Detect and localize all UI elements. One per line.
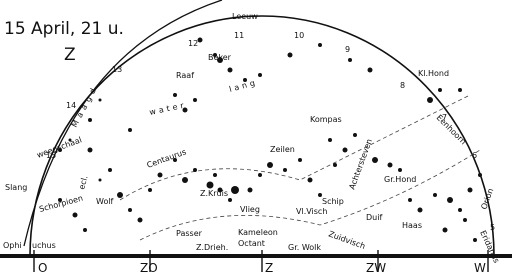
hour-mark: 6 <box>472 151 477 160</box>
star <box>418 208 423 213</box>
label: uchus <box>32 241 56 250</box>
star <box>298 158 302 162</box>
star <box>473 238 477 242</box>
star <box>288 53 293 58</box>
star <box>353 133 357 137</box>
label: Gr. Wolk <box>288 243 321 252</box>
star <box>193 168 197 172</box>
hour-mark: 9 <box>345 45 350 54</box>
star <box>88 118 92 122</box>
star <box>173 93 177 97</box>
hour-mark: 5 <box>490 223 495 232</box>
horizon-label: ZO <box>140 261 158 275</box>
star <box>458 88 462 92</box>
hour-mark: 15 <box>46 151 56 160</box>
label: Kameleon <box>238 228 278 237</box>
label: Schip <box>322 197 344 206</box>
star-map: 15 April, 21 u. Z Leeuw Beker Raaf Slang… <box>0 0 512 276</box>
star <box>128 208 132 212</box>
hour-mark: 13 <box>112 65 122 74</box>
star <box>433 193 437 197</box>
star <box>231 186 239 194</box>
star <box>73 213 78 218</box>
hour-mark: 7 <box>442 113 447 122</box>
star <box>372 157 378 163</box>
direction: Z <box>64 45 76 65</box>
star <box>408 198 412 202</box>
label: Leeuw <box>232 12 258 21</box>
label: Raaf <box>176 71 194 80</box>
star <box>99 179 102 182</box>
star <box>388 163 393 168</box>
star <box>328 138 332 142</box>
hour-mark: 12 <box>188 39 198 48</box>
date: 15 April, 21 u. <box>4 19 124 39</box>
star <box>308 178 313 183</box>
label: Kl.Hond <box>418 69 449 78</box>
label: Z.Drieh. <box>196 243 228 252</box>
star <box>198 38 203 43</box>
label: Gr.Hond <box>384 175 416 184</box>
horizon-label: W <box>474 261 486 275</box>
horizon-label: O <box>38 261 47 275</box>
star <box>398 168 402 172</box>
star <box>427 97 433 103</box>
label: Wolf <box>96 197 114 206</box>
hour-mark: 10 <box>294 31 304 40</box>
star <box>443 228 448 233</box>
star <box>108 168 112 172</box>
star <box>248 188 253 193</box>
star <box>182 177 188 183</box>
label: Haas <box>402 221 422 230</box>
star <box>283 168 287 172</box>
star <box>88 148 93 153</box>
star <box>318 43 322 47</box>
star <box>258 73 262 77</box>
label: Ophi <box>3 241 22 250</box>
star <box>213 173 217 177</box>
star <box>458 208 462 212</box>
star <box>258 173 262 177</box>
star <box>368 68 373 73</box>
star <box>333 163 337 167</box>
horizon-label: ZW <box>366 261 386 275</box>
star <box>207 182 214 189</box>
label: Octant <box>238 239 265 248</box>
star <box>267 162 273 168</box>
star <box>468 188 473 193</box>
star <box>463 218 467 222</box>
star <box>348 58 352 62</box>
star <box>228 68 233 73</box>
star <box>148 188 152 192</box>
star <box>117 192 123 198</box>
star <box>158 173 163 178</box>
label: Duif <box>366 213 382 222</box>
star <box>343 148 348 153</box>
label: Beker <box>208 53 232 62</box>
star <box>99 99 102 102</box>
label: Vl.Visch <box>296 207 327 216</box>
star <box>83 228 87 232</box>
star <box>228 198 232 202</box>
label: Passer <box>176 229 203 238</box>
star <box>128 128 132 132</box>
label: Zeilen <box>270 145 295 154</box>
label: Slang <box>5 183 27 192</box>
hour-mark: 14 <box>66 101 76 110</box>
hour-mark: 11 <box>234 31 244 40</box>
label: Z.Kruis <box>200 189 228 198</box>
star <box>438 88 442 92</box>
label: Vlieg <box>240 205 260 214</box>
star <box>447 197 453 203</box>
star <box>138 218 143 223</box>
star <box>193 98 197 102</box>
hour-mark: 8 <box>400 81 405 90</box>
star <box>478 173 482 177</box>
label: Kompas <box>310 115 342 124</box>
horizon-label: Z <box>265 261 273 275</box>
